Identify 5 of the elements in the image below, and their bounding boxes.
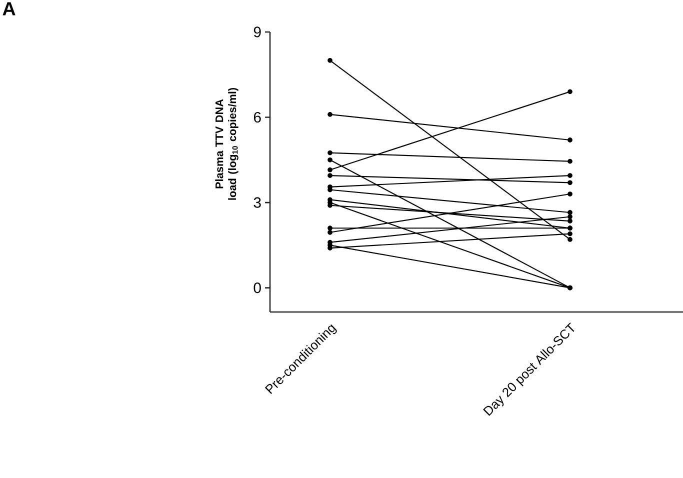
y-tick-label: 3: [254, 197, 261, 208]
y-tick-label: 9: [254, 26, 261, 38]
y-tick-label: 6: [254, 112, 261, 123]
y-tick-label: 0: [254, 282, 261, 294]
text: A: [2, 2, 16, 16]
